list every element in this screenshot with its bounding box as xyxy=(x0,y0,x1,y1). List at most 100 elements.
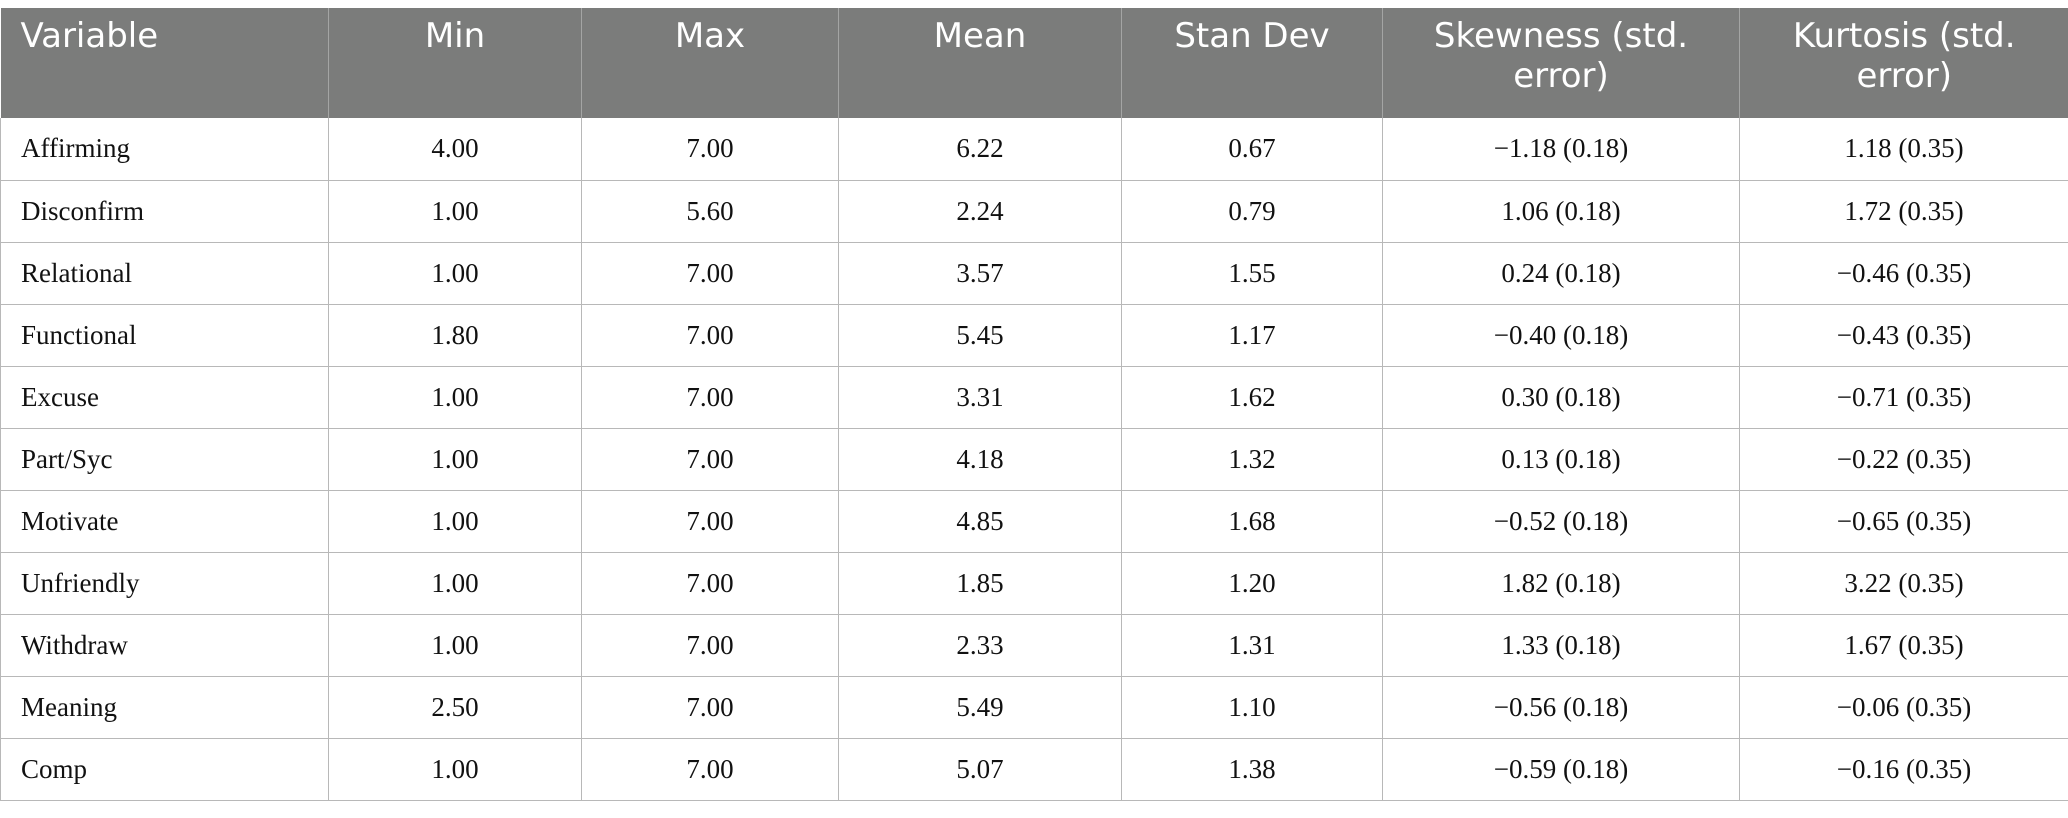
cell-min: 1.00 xyxy=(328,428,582,491)
cell-stan-dev: 1.32 xyxy=(1121,428,1383,491)
header-variable: Variable xyxy=(0,8,329,118)
cell-min: 1.00 xyxy=(328,180,582,243)
cell-skewness: −0.59 (0.18) xyxy=(1382,738,1740,801)
descriptive-statistics-table-container: Variable Min Max Mean Stan Dev Skewness … xyxy=(0,8,2068,801)
table-row: Excuse 1.00 7.00 3.31 1.62 0.30 (0.18) −0.71 (… xyxy=(0,366,2068,429)
cell-variable: Comp xyxy=(0,738,329,801)
cell-min: 1.00 xyxy=(328,552,582,615)
cell-max: 7.00 xyxy=(581,118,839,181)
cell-kurtosis: −0.06 (0.35) xyxy=(1739,676,2068,739)
cell-skewness: 1.33 (0.18) xyxy=(1382,614,1740,677)
cell-stan-dev: 1.55 xyxy=(1121,242,1383,305)
cell-max: 7.00 xyxy=(581,552,839,615)
table-row: Unfriendly 1.00 7.00 1.85 1.20 1.82 (0.18) 3.2… xyxy=(0,552,2068,615)
cell-stan-dev: 1.10 xyxy=(1121,676,1383,739)
cell-mean: 3.57 xyxy=(838,242,1122,305)
cell-variable: Excuse xyxy=(0,366,329,429)
cell-kurtosis: 3.22 (0.35) xyxy=(1739,552,2068,615)
cell-skewness: 1.82 (0.18) xyxy=(1382,552,1740,615)
cell-variable: Part/Syc xyxy=(0,428,329,491)
cell-variable: Relational xyxy=(0,242,329,305)
table-row: Meaning 2.50 7.00 5.49 1.10 −0.56 (0.18) −0.06… xyxy=(0,676,2068,739)
cell-min: 1.00 xyxy=(328,614,582,677)
table-row: Disconfirm 1.00 5.60 2.24 0.79 1.06 (0.18) 1.7… xyxy=(0,180,2068,243)
cell-skewness: 0.24 (0.18) xyxy=(1382,242,1740,305)
table-body: Affirming 4.00 7.00 6.22 0.67 −1.18 (0.18) 1.1… xyxy=(0,118,2068,801)
table-row: Motivate 1.00 7.00 4.85 1.68 −0.52 (0.18) −0.6… xyxy=(0,490,2068,553)
table-row: Relational 1.00 7.00 3.57 1.55 0.24 (0.18) −0.… xyxy=(0,242,2068,305)
cell-mean: 3.31 xyxy=(838,366,1122,429)
cell-kurtosis: −0.43 (0.35) xyxy=(1739,304,2068,367)
cell-max: 7.00 xyxy=(581,490,839,553)
cell-mean: 5.49 xyxy=(838,676,1122,739)
cell-max: 7.00 xyxy=(581,738,839,801)
table-row: Withdraw 1.00 7.00 2.33 1.31 1.33 (0.18) 1.67 … xyxy=(0,614,2068,677)
cell-stan-dev: 1.17 xyxy=(1121,304,1383,367)
cell-max: 7.00 xyxy=(581,242,839,305)
cell-min: 1.00 xyxy=(328,490,582,553)
cell-kurtosis: 1.72 (0.35) xyxy=(1739,180,2068,243)
cell-mean: 5.07 xyxy=(838,738,1122,801)
table-row: Functional 1.80 7.00 5.45 1.17 −0.40 (0.18) −0… xyxy=(0,304,2068,367)
cell-mean: 2.24 xyxy=(838,180,1122,243)
cell-skewness: 1.06 (0.18) xyxy=(1382,180,1740,243)
table-header: Variable Min Max Mean Stan Dev Skewness … xyxy=(0,8,2068,118)
cell-kurtosis: −0.65 (0.35) xyxy=(1739,490,2068,553)
cell-stan-dev: 1.68 xyxy=(1121,490,1383,553)
header-row: Variable Min Max Mean Stan Dev Skewness … xyxy=(0,8,2068,118)
cell-variable: Affirming xyxy=(0,118,329,181)
cell-min: 4.00 xyxy=(328,118,582,181)
header-mean: Mean xyxy=(838,8,1122,118)
cell-variable: Motivate xyxy=(0,490,329,553)
cell-max: 5.60 xyxy=(581,180,839,243)
cell-min: 1.00 xyxy=(328,242,582,305)
cell-stan-dev: 1.20 xyxy=(1121,552,1383,615)
header-stan-dev: Stan Dev xyxy=(1121,8,1383,118)
descriptive-statistics-table: Variable Min Max Mean Stan Dev Skewness … xyxy=(0,8,2068,801)
cell-max: 7.00 xyxy=(581,304,839,367)
cell-skewness: −0.52 (0.18) xyxy=(1382,490,1740,553)
cell-max: 7.00 xyxy=(581,428,839,491)
cell-stan-dev: 0.79 xyxy=(1121,180,1383,243)
cell-min: 1.00 xyxy=(328,738,582,801)
cell-skewness: 0.13 (0.18) xyxy=(1382,428,1740,491)
cell-skewness: −1.18 (0.18) xyxy=(1382,118,1740,181)
cell-variable: Functional xyxy=(0,304,329,367)
header-skewness: Skewness (std. error) xyxy=(1382,8,1740,118)
cell-kurtosis: −0.71 (0.35) xyxy=(1739,366,2068,429)
table-row: Comp 1.00 7.00 5.07 1.38 −0.59 (0.18) −0.16 (0… xyxy=(0,738,2068,801)
cell-kurtosis: −0.16 (0.35) xyxy=(1739,738,2068,801)
cell-kurtosis: −0.22 (0.35) xyxy=(1739,428,2068,491)
header-min: Min xyxy=(328,8,582,118)
cell-variable: Withdraw xyxy=(0,614,329,677)
cell-variable: Disconfirm xyxy=(0,180,329,243)
cell-max: 7.00 xyxy=(581,676,839,739)
cell-min: 1.80 xyxy=(328,304,582,367)
cell-kurtosis: 1.67 (0.35) xyxy=(1739,614,2068,677)
cell-max: 7.00 xyxy=(581,366,839,429)
cell-variable: Unfriendly xyxy=(0,552,329,615)
table-row: Part/Syc 1.00 7.00 4.18 1.32 0.13 (0.18) −0.22… xyxy=(0,428,2068,491)
cell-stan-dev: 1.31 xyxy=(1121,614,1383,677)
cell-stan-dev: 1.38 xyxy=(1121,738,1383,801)
cell-mean: 4.18 xyxy=(838,428,1122,491)
header-kurtosis: Kurtosis (std. error) xyxy=(1739,8,2068,118)
cell-variable: Meaning xyxy=(0,676,329,739)
cell-kurtosis: 1.18 (0.35) xyxy=(1739,118,2068,181)
cell-mean: 1.85 xyxy=(838,552,1122,615)
cell-kurtosis: −0.46 (0.35) xyxy=(1739,242,2068,305)
header-max: Max xyxy=(581,8,839,118)
cell-stan-dev: 1.62 xyxy=(1121,366,1383,429)
cell-min: 2.50 xyxy=(328,676,582,739)
cell-min: 1.00 xyxy=(328,366,582,429)
cell-mean: 2.33 xyxy=(838,614,1122,677)
cell-skewness: −0.56 (0.18) xyxy=(1382,676,1740,739)
table-row: Affirming 4.00 7.00 6.22 0.67 −1.18 (0.18) 1.1… xyxy=(0,118,2068,181)
cell-max: 7.00 xyxy=(581,614,839,677)
cell-stan-dev: 0.67 xyxy=(1121,118,1383,181)
cell-mean: 4.85 xyxy=(838,490,1122,553)
cell-mean: 5.45 xyxy=(838,304,1122,367)
cell-mean: 6.22 xyxy=(838,118,1122,181)
cell-skewness: 0.30 (0.18) xyxy=(1382,366,1740,429)
cell-skewness: −0.40 (0.18) xyxy=(1382,304,1740,367)
